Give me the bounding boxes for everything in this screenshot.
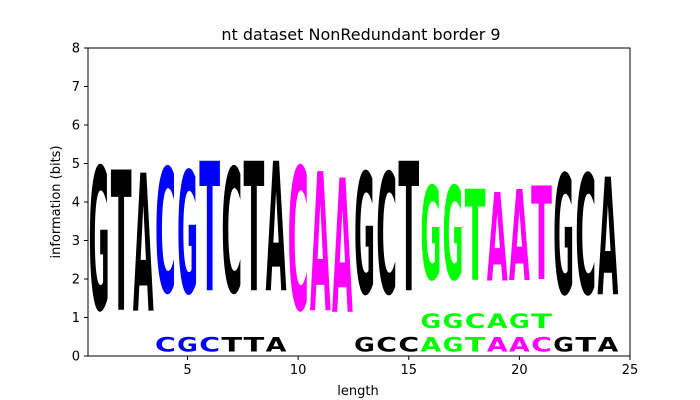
chart-title: nt dataset NonRedundant border 9 bbox=[221, 25, 500, 44]
logo-letter-g: G bbox=[443, 311, 464, 334]
logo-letter-a: A bbox=[310, 135, 331, 356]
logo-letter-g: G bbox=[354, 334, 375, 357]
x-tick-label: 10 bbox=[290, 363, 307, 378]
logo-letter-a: A bbox=[597, 146, 618, 333]
logo-letter-t: T bbox=[531, 159, 552, 309]
logo-letter-a: A bbox=[597, 333, 619, 356]
logo-letter-c: C bbox=[376, 333, 397, 356]
logo-letter-c: C bbox=[575, 140, 596, 332]
logo-letter-t: T bbox=[244, 127, 265, 333]
logo-letter-c: C bbox=[155, 133, 176, 333]
logo-letter-t: T bbox=[244, 334, 265, 357]
logo-letter-g: G bbox=[553, 334, 574, 357]
y-tick-label: 6 bbox=[72, 119, 80, 134]
logo-letter-t: T bbox=[199, 127, 220, 333]
logo-letter-c: C bbox=[155, 333, 176, 356]
logo-letter-g: G bbox=[443, 160, 464, 310]
x-tick-label: 20 bbox=[511, 363, 528, 378]
y-tick-label: 5 bbox=[72, 157, 80, 172]
logo-letter-c: C bbox=[199, 333, 220, 356]
x-axis-label: length bbox=[337, 384, 378, 399]
y-tick-label: 1 bbox=[72, 311, 80, 326]
logo-letter-g: G bbox=[421, 311, 442, 334]
y-tick-label: 7 bbox=[72, 80, 80, 95]
logo-letter-c: C bbox=[465, 310, 486, 333]
logo-letter-c: C bbox=[398, 333, 419, 356]
logo-letter-g: G bbox=[421, 160, 442, 310]
logo-letter-a: A bbox=[332, 142, 353, 356]
logo-letter-a: A bbox=[133, 136, 154, 356]
logo-letter-c: C bbox=[376, 140, 397, 334]
logo-letter-g: G bbox=[553, 141, 574, 332]
logo-letter-t: T bbox=[465, 334, 486, 357]
y-axis-label: information (bits) bbox=[49, 145, 64, 258]
logo-letter-a: A bbox=[487, 310, 509, 333]
y-tick-label: 3 bbox=[72, 234, 80, 249]
logo-letter-t: T bbox=[398, 127, 419, 333]
logo-letter-t: T bbox=[531, 310, 552, 333]
logo-letter-g: G bbox=[177, 139, 198, 333]
logo-letter-a: A bbox=[509, 333, 531, 356]
x-tick-label: 25 bbox=[622, 363, 639, 378]
logo-letter-t: T bbox=[221, 334, 242, 357]
y-tick-label: 0 bbox=[72, 350, 80, 365]
y-tick-label: 2 bbox=[72, 273, 80, 288]
axis-ticks: 5 10 15 20 25 0 1 2 3 4 5 6 7 8 bbox=[72, 42, 639, 379]
logo-letter-a: A bbox=[509, 165, 530, 310]
logo-letter-g: G bbox=[177, 334, 198, 357]
logo-letter-c: C bbox=[221, 133, 242, 333]
y-tick-label: 4 bbox=[72, 196, 80, 211]
logo-letter-g: G bbox=[509, 311, 530, 334]
plot-frame bbox=[87, 47, 631, 357]
logo-letter-t: T bbox=[111, 131, 132, 356]
logo-letter-a: A bbox=[266, 125, 287, 332]
logo-letter-c: C bbox=[288, 127, 309, 355]
x-tick-label: 15 bbox=[401, 363, 418, 378]
logo-letter-t: T bbox=[465, 166, 486, 310]
logo-letter-t: T bbox=[575, 334, 596, 357]
logo-letter-a: A bbox=[266, 333, 288, 356]
x-tick-label: 5 bbox=[183, 363, 191, 378]
logo-letter-c: C bbox=[531, 333, 552, 356]
logo-letter-a: A bbox=[487, 333, 509, 356]
y-tick-label: 8 bbox=[72, 42, 80, 57]
logo-letter-g: G bbox=[443, 334, 464, 357]
logo-letter-a: A bbox=[487, 167, 508, 309]
logo-letter-g: G bbox=[89, 127, 110, 356]
logo-letter-g: G bbox=[354, 141, 375, 334]
logo-letter-a: A bbox=[421, 333, 443, 356]
